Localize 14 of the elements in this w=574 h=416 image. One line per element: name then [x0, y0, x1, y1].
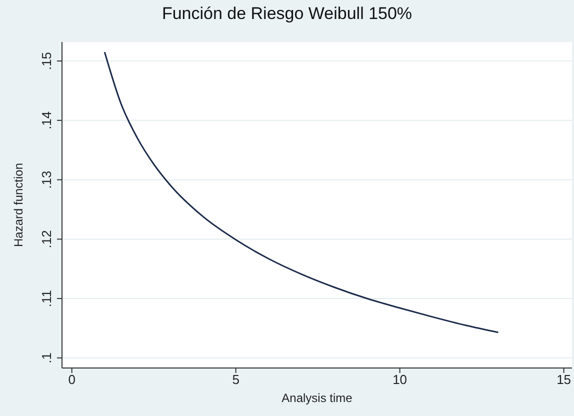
x-tick-label: 0: [68, 372, 76, 388]
x-axis-title: Analysis time: [282, 391, 353, 405]
y-tick-label: .1: [39, 352, 54, 364]
x-tick-label: 15: [556, 372, 572, 388]
line-series: [104, 51, 499, 334]
y-axis-title: Hazard function: [11, 162, 26, 248]
y-tick-label: .12: [39, 230, 54, 248]
y-tick-label: .15: [39, 52, 54, 70]
y-tick-label: .14: [39, 111, 54, 130]
x-tick-label: 5: [232, 372, 240, 388]
chart-title: Función de Riesgo Weibull 150%: [160, 4, 414, 24]
y-tick-label: .13: [39, 170, 54, 189]
y-tick-label: .11: [39, 290, 54, 308]
x-tick-label: 10: [392, 372, 408, 388]
